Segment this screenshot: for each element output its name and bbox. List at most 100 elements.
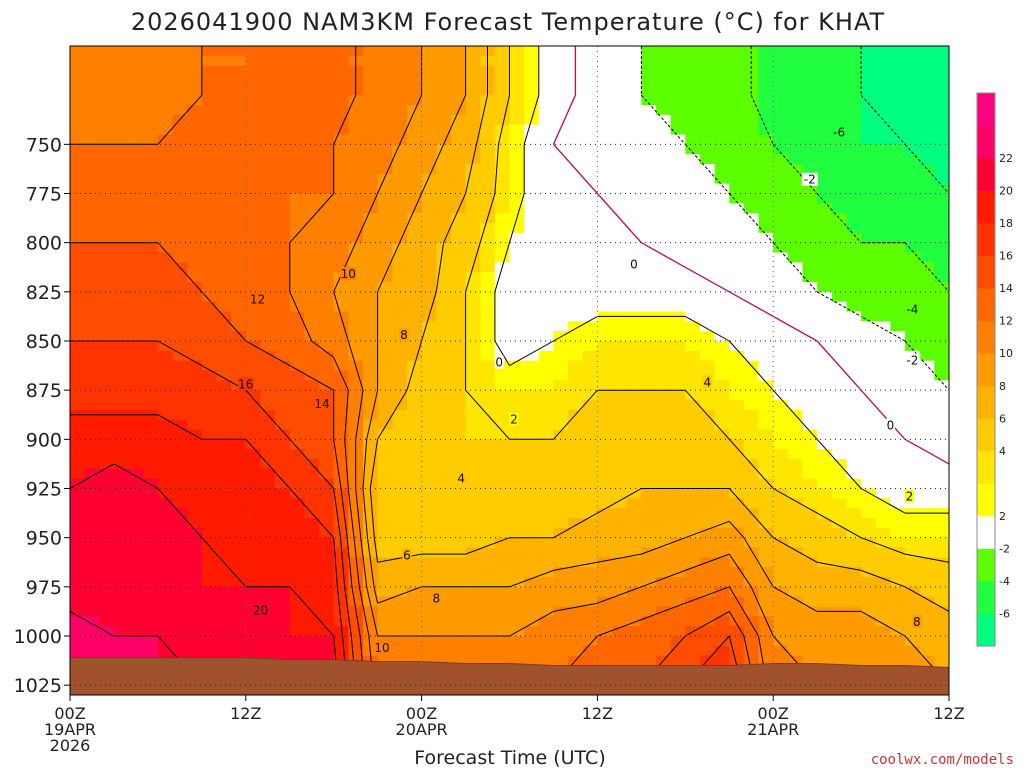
temperature-cell <box>773 75 789 86</box>
temperature-cell <box>758 144 774 155</box>
temperature-cell <box>846 282 862 293</box>
temperature-cell <box>363 527 379 539</box>
temperature-cell <box>802 262 818 273</box>
temperature-cell <box>304 193 320 204</box>
temperature-cell <box>685 223 701 234</box>
temperature-cell <box>128 223 144 234</box>
temperature-cell <box>905 85 921 96</box>
temperature-cell <box>568 95 584 106</box>
temperature-cell <box>494 449 511 460</box>
temperature-cell <box>363 429 379 440</box>
grid-lines <box>70 46 949 695</box>
temperature-cell <box>890 409 906 421</box>
temperature-cell <box>817 203 833 214</box>
temperature-cell <box>670 537 686 549</box>
temperature-cell <box>553 282 569 293</box>
temperature-cell <box>787 262 804 273</box>
temperature-cell <box>201 341 218 352</box>
temperature-cell <box>128 557 144 568</box>
temperature-cell <box>773 311 789 322</box>
temperature-cell <box>333 527 349 539</box>
temperature-cell <box>934 527 949 539</box>
temperature-cell <box>319 527 335 539</box>
temperature-cell <box>538 183 555 195</box>
temperature-cell <box>641 46 657 57</box>
temperature-cell <box>670 55 686 67</box>
temperature-cell <box>304 85 320 96</box>
temperature-cell <box>70 488 86 499</box>
temperature-cell <box>289 439 305 450</box>
temperature-cell <box>480 390 496 401</box>
temperature-cell <box>157 75 174 86</box>
temperature-cell <box>113 557 130 568</box>
temperature-cell <box>787 537 804 549</box>
temperature-cell <box>729 606 745 617</box>
temperature-cell <box>890 331 906 342</box>
temperature-cell <box>304 46 320 57</box>
temperature-cell <box>582 419 598 431</box>
temperature-cell <box>201 193 218 204</box>
temperature-cell <box>553 606 569 617</box>
temperature-cell <box>612 105 628 116</box>
temperature-cell <box>157 46 174 57</box>
temperature-cell <box>758 203 774 214</box>
temperature-cell <box>612 282 628 293</box>
temperature-cell <box>128 429 144 440</box>
temperature-cell <box>363 213 379 224</box>
temperature-cell <box>626 390 642 401</box>
temperature-cell <box>260 478 276 490</box>
temperature-cell <box>905 134 921 145</box>
temperature-cell <box>216 616 232 627</box>
temperature-cell <box>626 55 642 67</box>
temperature-cell <box>406 262 423 273</box>
temperature-cell <box>524 203 540 214</box>
temperature-cell <box>846 380 862 391</box>
temperature-cell <box>377 419 393 431</box>
temperature-cell <box>699 419 716 431</box>
temperature-cell <box>304 596 320 608</box>
temperature-cell <box>99 124 115 136</box>
temperature-cell <box>480 400 496 411</box>
temperature-cell <box>421 213 437 224</box>
temperature-cell <box>641 331 657 342</box>
temperature-cell <box>817 508 833 519</box>
temperature-cell <box>465 616 481 627</box>
temperature-cell <box>758 518 774 529</box>
temperature-cell <box>333 75 349 86</box>
temperature-cell <box>890 262 906 273</box>
credit-text[interactable]: coolwx.com/models <box>871 752 1014 768</box>
temperature-cell <box>436 282 452 293</box>
temperature-cell <box>128 537 144 549</box>
temperature-cell <box>406 557 423 568</box>
temperature-cell <box>406 577 423 588</box>
temperature-cell <box>934 390 949 401</box>
temperature-cell <box>406 409 423 421</box>
temperature-cell <box>685 282 701 293</box>
temperature-cell <box>524 606 540 617</box>
temperature-cell <box>172 370 188 381</box>
color-scale-swatch <box>977 385 995 419</box>
temperature-cell <box>231 203 247 214</box>
temperature-cell <box>260 203 276 214</box>
temperature-cell <box>656 527 672 539</box>
temperature-cell <box>245 55 262 67</box>
temperature-cell <box>289 164 305 175</box>
temperature-cell <box>670 85 686 96</box>
temperature-cell <box>216 183 232 195</box>
temperature-cell <box>597 449 613 460</box>
temperature-cell <box>861 173 877 185</box>
temperature-cell <box>157 645 174 657</box>
temperature-cell <box>348 203 364 214</box>
temperature-cell <box>319 488 335 499</box>
temperature-cell <box>875 557 891 568</box>
temperature-cell <box>905 655 921 667</box>
temperature-cell <box>99 262 115 273</box>
temperature-cell <box>538 586 555 598</box>
temperature-cell <box>172 350 188 362</box>
temperature-cell <box>406 370 423 381</box>
temperature-cell <box>143 134 159 145</box>
temperature-cell <box>875 85 891 96</box>
temperature-cell <box>699 311 716 322</box>
temperature-cell <box>787 311 804 322</box>
temperature-cell <box>641 291 657 303</box>
